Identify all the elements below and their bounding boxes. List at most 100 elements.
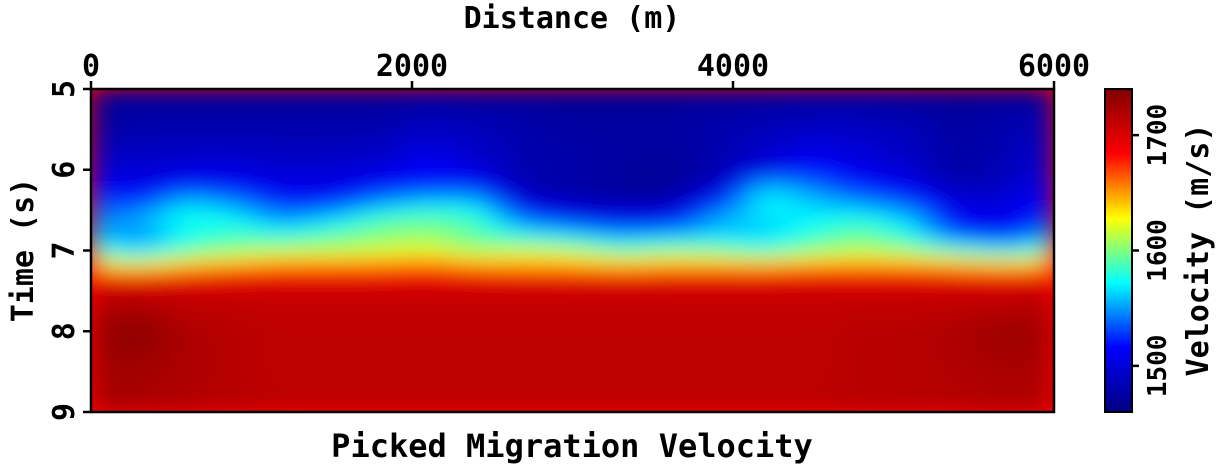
heatmap-cell [872,244,886,251]
heatmap-cell [162,379,176,386]
heatmap-cell [487,260,501,268]
heatmap-cell [535,363,549,370]
heatmap-cell [632,373,646,381]
heatmap-cell [403,217,417,225]
heatmap-cell [463,206,477,214]
heatmap-cell [644,99,658,106]
heatmap-cell [572,196,586,203]
heatmap-cell [487,282,501,289]
heatmap-cell [186,400,200,408]
heatmap-cell [1029,325,1043,332]
heatmap-cell [295,158,309,165]
heatmap-cell [752,309,766,316]
heatmap-cell [812,233,826,241]
heatmap-cell [1005,373,1019,381]
heatmap-cell [812,352,826,359]
heatmap-cell [319,379,333,386]
heatmap-cell [379,336,393,343]
heatmap-cell [535,303,549,311]
heatmap-cell [969,368,983,375]
heatmap-cell [680,136,694,144]
heatmap-cell [1041,217,1054,225]
heatmap-cell [1029,244,1043,251]
heatmap-cell [680,153,694,160]
heatmap-cell [644,104,658,112]
heatmap-cell [668,330,682,338]
heatmap-cell [872,180,886,187]
heatmap-cell [271,352,285,359]
heatmap-cell [620,368,634,375]
heatmap-cell [379,217,393,225]
heatmap-cell [945,363,959,370]
heatmap-cell [463,373,477,381]
heatmap-cell [403,196,417,203]
heatmap-cell [1041,223,1054,230]
heatmap-cell [547,357,561,365]
heatmap-cell [680,158,694,165]
heatmap-cell [764,126,778,133]
heatmap-cell [319,395,333,402]
heatmap-cell [391,89,405,95]
heatmap-cell [367,228,381,235]
heatmap-cell [246,206,261,214]
heatmap-cell [174,185,188,192]
heatmap-cell [644,136,658,144]
heatmap-cell [355,406,369,412]
heatmap-cell [259,298,273,305]
heatmap-cell [451,126,465,133]
heatmap-cell [138,223,152,230]
heatmap-cell [283,319,297,327]
heatmap-cell [102,282,116,289]
heatmap-cell [716,104,730,112]
heatmap-cell [680,115,694,122]
heatmap-cell [897,131,911,138]
heatmap-cell [259,126,273,133]
heatmap-cell [788,293,802,300]
heatmap-cell [909,212,923,219]
heatmap-cell [403,158,417,165]
heatmap-cell [897,384,911,391]
heatmap-cell [776,142,790,149]
heatmap-cell [800,163,814,171]
heatmap-cell [271,363,285,370]
heatmap-cell [1041,228,1054,235]
heatmap-cell [138,260,152,268]
heatmap-cell [475,357,489,365]
heatmap-cell [198,287,212,295]
heatmap-cell [379,346,393,354]
heatmap-cell [487,389,501,397]
heatmap-cell [198,395,212,402]
heatmap-cell [945,99,959,106]
heatmap-cell [114,319,128,327]
heatmap-cell [1041,266,1054,273]
heatmap-cell [222,293,236,300]
heatmap-cell [957,250,971,257]
heatmap-cell [259,287,273,295]
heatmap-cell [162,228,176,235]
heatmap-cell [848,158,862,165]
heatmap-cell [307,190,321,198]
heatmap-cell [463,169,477,176]
x-tick-label: 0 [82,49,100,84]
heatmap-cell [475,325,489,332]
heatmap-cell [174,136,188,144]
heatmap-cell [102,244,116,251]
heatmap-cell [680,357,694,365]
heatmap-cell [331,244,345,251]
heatmap-cell [692,217,706,225]
heatmap-cell [909,282,923,289]
heatmap-cell [728,115,742,122]
heatmap-cell [355,330,369,338]
heatmap-cell [415,406,429,412]
heatmap-cell [644,395,658,402]
heatmap-cell [884,196,899,203]
heatmap-cell [957,233,971,241]
heatmap-cell [547,303,561,311]
heatmap-cell [897,293,911,300]
heatmap-cell [379,120,393,128]
heatmap-cell [210,147,224,155]
heatmap-cell [656,233,670,241]
heatmap-cell [271,110,285,117]
heatmap-cell [174,276,188,284]
heatmap-cell [596,336,610,343]
